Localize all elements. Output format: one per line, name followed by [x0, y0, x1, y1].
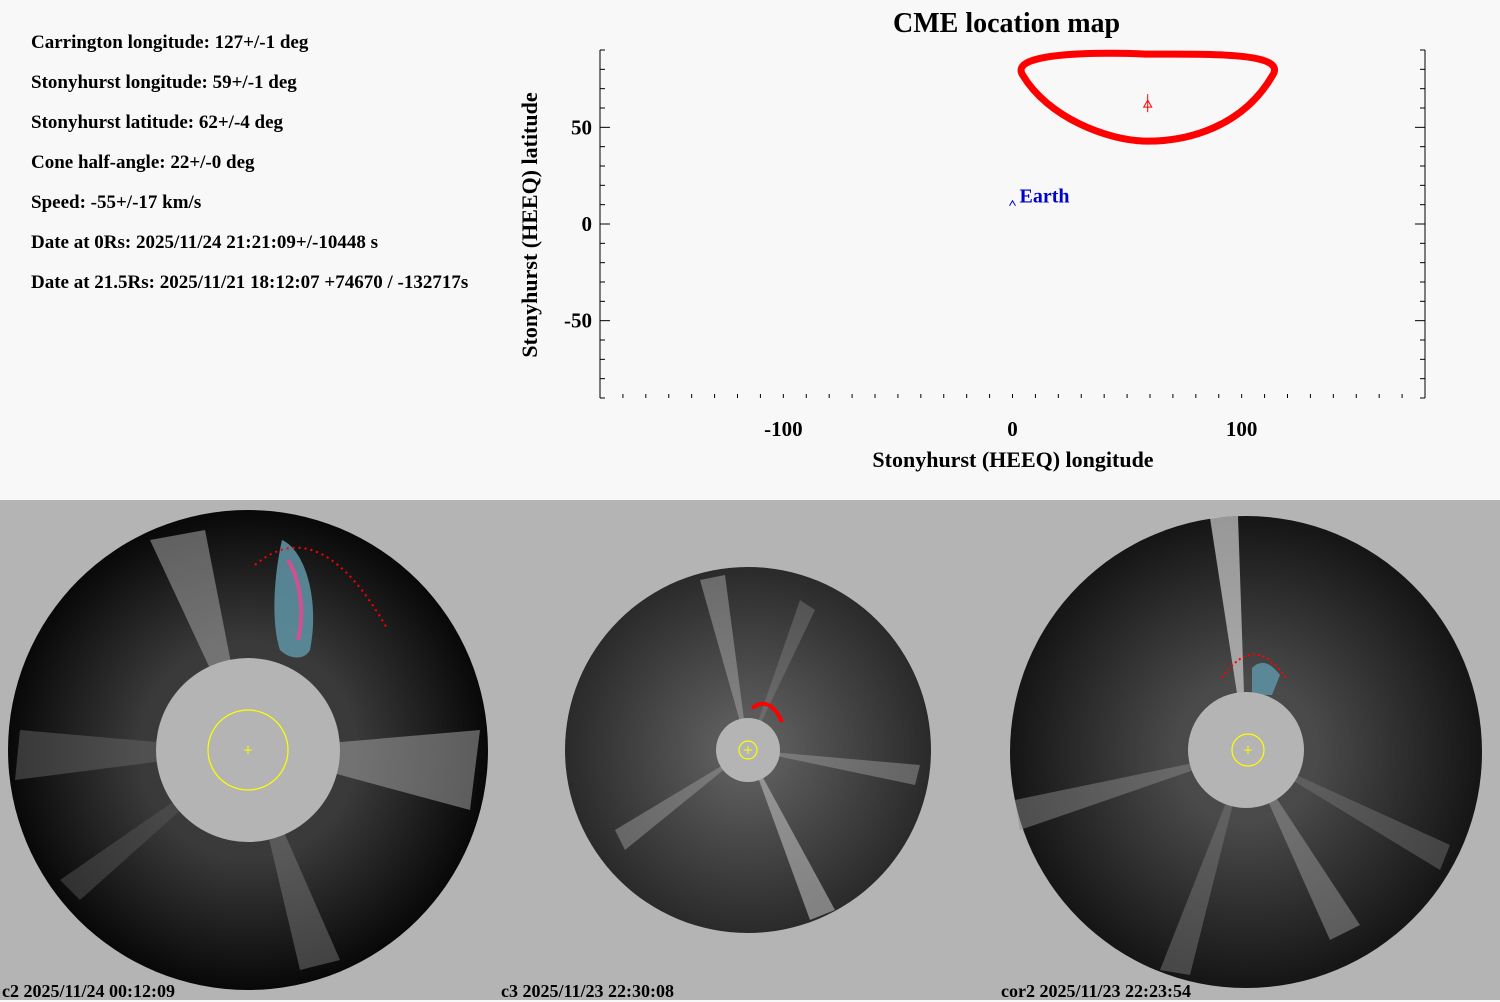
param-speed: Speed: -55+/-17 km/s	[31, 192, 202, 213]
earth-marker	[1009, 199, 1016, 206]
x-tick-label: 0	[1007, 417, 1018, 441]
param-carrington-longitude: Carrington longitude: 127+/-1 deg	[31, 32, 309, 53]
earth-label: Earth	[1020, 186, 1070, 208]
cme-center-triangle	[1142, 99, 1153, 108]
param-stonyhurst-latitude: Stonyhurst latitude: 62+/-4 deg	[31, 112, 284, 133]
caption-cor2: cor2 2025/11/23 22:23:54	[1001, 981, 1191, 1001]
plot-marks: Earth	[1009, 49, 1279, 208]
cor2-image	[1010, 516, 1482, 988]
y-tick-label: 0	[582, 212, 593, 236]
param-date-0rs: Date at 0Rs: 2025/11/24 21:21:09+/-10448…	[31, 232, 378, 253]
param-stonyhurst-longitude: Stonyhurst longitude: 59+/-1 deg	[31, 72, 297, 93]
param-date-21rs: Date at 21.5Rs: 2025/11/21 18:12:07 +746…	[31, 272, 469, 293]
cme-location-map: -100 0 100 -50 0 50 Earth Stonyhurst (HEEQ) l…	[517, 49, 1426, 472]
y-tick-label: 50	[571, 115, 592, 139]
param-cone-half-angle: Cone half-angle: 22+/-0 deg	[31, 152, 255, 173]
plot-axes: -100 0 100 -50 0 50	[564, 49, 1426, 441]
c2-image	[8, 510, 488, 990]
top-panel	[0, 0, 1500, 500]
coronagraph-images	[8, 510, 1482, 990]
x-tick-label: -100	[764, 417, 803, 441]
x-axis-label: Stonyhurst (HEEQ) longitude	[872, 447, 1153, 472]
y-axis-label: Stonyhurst (HEEQ) latitude	[517, 92, 542, 357]
caption-c3: c3 2025/11/23 22:30:08	[501, 981, 674, 1001]
chart-title: CME location map	[893, 8, 1121, 39]
x-tick-label: 100	[1226, 417, 1258, 441]
caption-c2: c2 2025/11/24 00:12:09	[2, 981, 175, 1001]
cme-cone-outline	[1017, 49, 1279, 145]
y-tick-label: -50	[564, 309, 592, 333]
c3-image	[565, 567, 931, 933]
